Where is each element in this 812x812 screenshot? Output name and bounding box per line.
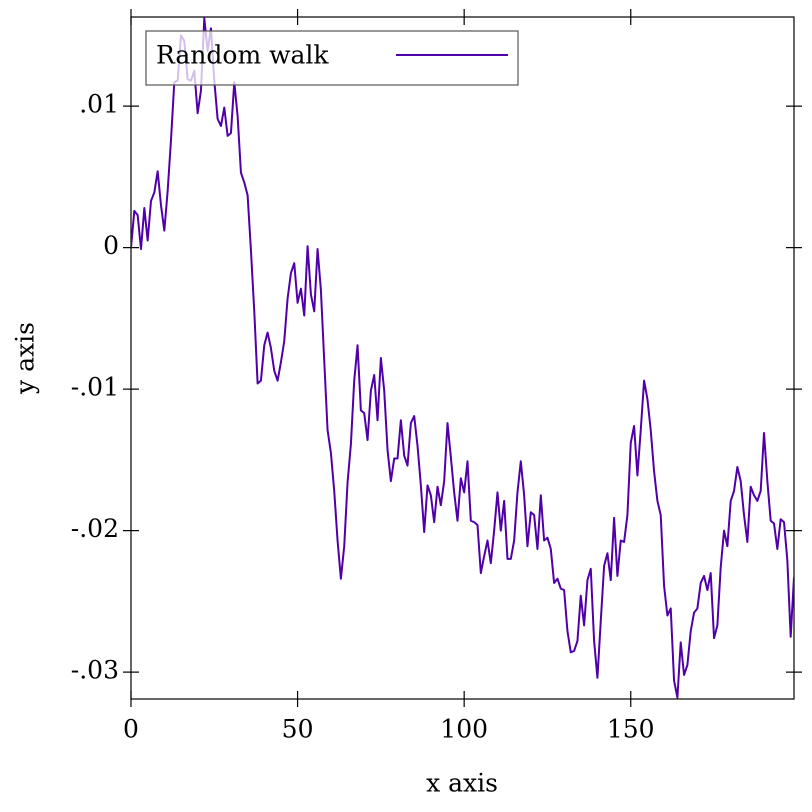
- x-tick-label: 0: [123, 715, 139, 744]
- x-tick-label: 100: [440, 715, 488, 744]
- y-axis-label: y axis: [11, 322, 40, 395]
- x-tick-label: 50: [282, 715, 314, 744]
- x-axis-label: x axis: [426, 769, 498, 798]
- legend-box: [145, 30, 519, 86]
- x-tick-label: 150: [607, 715, 655, 744]
- y-tick-label: -.02: [71, 514, 119, 543]
- plot-frame: [130, 16, 795, 700]
- y-tick-label: -.01: [71, 373, 119, 402]
- series-line: [131, 17, 794, 699]
- y-tick-label: 0: [103, 231, 119, 260]
- y-tick-label: -.03: [71, 656, 119, 685]
- legend-label: Random walk: [156, 41, 329, 70]
- y-tick-label: .01: [79, 90, 119, 119]
